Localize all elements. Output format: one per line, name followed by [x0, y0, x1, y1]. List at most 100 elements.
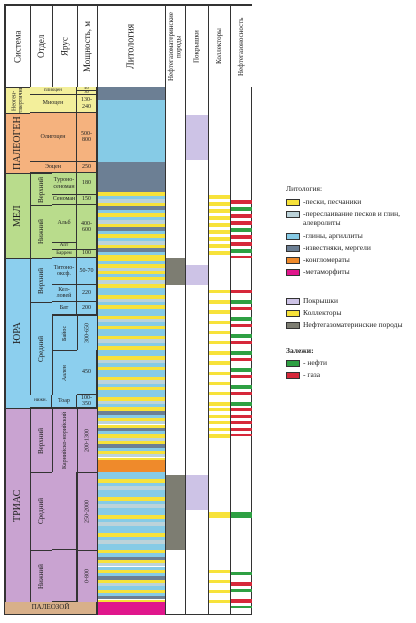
lithology-layer [97, 288, 165, 292]
lithology-layer [97, 209, 165, 213]
thickness-cell: 300-650 [77, 315, 97, 350]
thickness-cell: 100 [77, 250, 97, 258]
deposit [231, 572, 252, 576]
deposit [231, 317, 252, 321]
deposit [231, 235, 252, 239]
lithology-layer [97, 536, 165, 541]
lithology-layer [97, 599, 165, 602]
deposit [231, 207, 252, 211]
deposit [231, 427, 252, 432]
lithology-layer [97, 363, 165, 367]
reservoir [209, 237, 230, 241]
column-line [230, 87, 231, 615]
lithology-layer [97, 497, 165, 501]
column-line [208, 87, 209, 615]
lithology-layer [97, 264, 165, 268]
header-cell: Нефтегазоматеринские породы [165, 5, 185, 87]
lithology-layer [97, 417, 165, 422]
lithology-layer [97, 230, 165, 234]
thickness-cell: 220 [77, 285, 97, 302]
division-cell: Средний [30, 472, 52, 550]
header-cell: Литология [97, 5, 165, 87]
legend-item: Нефтегазоматеринские породы [286, 320, 414, 330]
lithology-layer [97, 550, 165, 554]
division-cell: Верхний [30, 173, 52, 205]
lithology-layer [97, 444, 165, 448]
source-rock [166, 475, 185, 550]
lithology-layer [97, 373, 165, 377]
lithology-layer [97, 414, 165, 418]
legend-swatch [286, 372, 300, 379]
legend-text: Залежи: [286, 346, 314, 355]
lithology-layer [97, 518, 165, 523]
lithology-layer [97, 258, 165, 262]
lithology-layer [97, 454, 165, 458]
stage-cell: Альб [52, 205, 77, 243]
legend-item: - нефти [286, 358, 414, 368]
lithology-layer [97, 447, 165, 451]
lithology-layer [97, 490, 165, 494]
lithology-layer [97, 500, 165, 505]
reservoir [209, 589, 230, 594]
stage-cell: Баррем [52, 250, 77, 258]
division-cell: Нижний [30, 550, 52, 602]
legend-swatch [286, 322, 300, 329]
reservoir [209, 223, 230, 227]
lithology-layer [97, 366, 165, 370]
legend-swatch [286, 298, 300, 305]
deposit [231, 402, 252, 406]
division-cell: Верхний [30, 258, 52, 302]
legend-text: -переслаивание песков и глин, алевролиты [303, 209, 401, 227]
thickness-cell: 180 [77, 173, 97, 195]
reservoir [209, 392, 230, 396]
lithology-layer [97, 100, 165, 113]
division-cell: нижн. [30, 395, 52, 408]
lithology-layer [97, 437, 165, 441]
lithology-layer [97, 553, 165, 557]
lithology-layer [97, 522, 165, 526]
lithology-layer [97, 526, 165, 530]
lithology-layer [97, 579, 165, 583]
lithology-layer [97, 192, 165, 196]
stage-cell: Миоцен [30, 95, 77, 113]
legend-text: -конгломераты [303, 255, 350, 264]
thickness-cell: 250 [77, 162, 97, 173]
system-cell: МЕЛ [5, 173, 30, 258]
legend-swatch [286, 360, 300, 367]
reservoir [209, 209, 230, 213]
thickness-cell: 200 [77, 302, 97, 315]
lithology-layer [97, 87, 165, 100]
lithology-layer [97, 482, 165, 487]
lithology-layer [97, 479, 165, 483]
lithology-layer [97, 237, 165, 241]
header-cell: Нефтегазоносность [230, 5, 252, 87]
reservoir [209, 351, 230, 355]
lithology-layer [97, 162, 165, 192]
lithology-layer [97, 277, 165, 281]
lithology-layer [97, 397, 165, 401]
column-line [97, 87, 98, 615]
stage-cell: Эоцен [30, 162, 77, 173]
reservoir [209, 216, 230, 220]
lithology-layer [97, 223, 165, 227]
lithology-layer [97, 380, 165, 384]
stage-cell: Олигоцен [30, 113, 77, 162]
deposit [231, 368, 252, 372]
legend-text: -глины, аргиллиты [303, 231, 363, 240]
reservoir [209, 421, 230, 425]
legend-swatch [286, 211, 300, 218]
lithology-layer [97, 486, 165, 490]
lithology-layer [97, 441, 165, 445]
stage-cell: Карнийско-норийский [52, 408, 77, 472]
deposit [231, 200, 252, 204]
legend-text: Коллекторы [303, 308, 342, 317]
legend-swatch [286, 257, 300, 264]
legend-text: -пески, песчаники [303, 197, 362, 206]
lithology-layer [97, 315, 165, 319]
deposit [231, 228, 252, 232]
lithology-layer [97, 251, 165, 255]
legend-item: -известняки, мергели [286, 243, 414, 253]
lithology-layer [97, 336, 165, 340]
lithology-layer [97, 573, 165, 577]
stage-cell: плиоцен [30, 87, 77, 95]
